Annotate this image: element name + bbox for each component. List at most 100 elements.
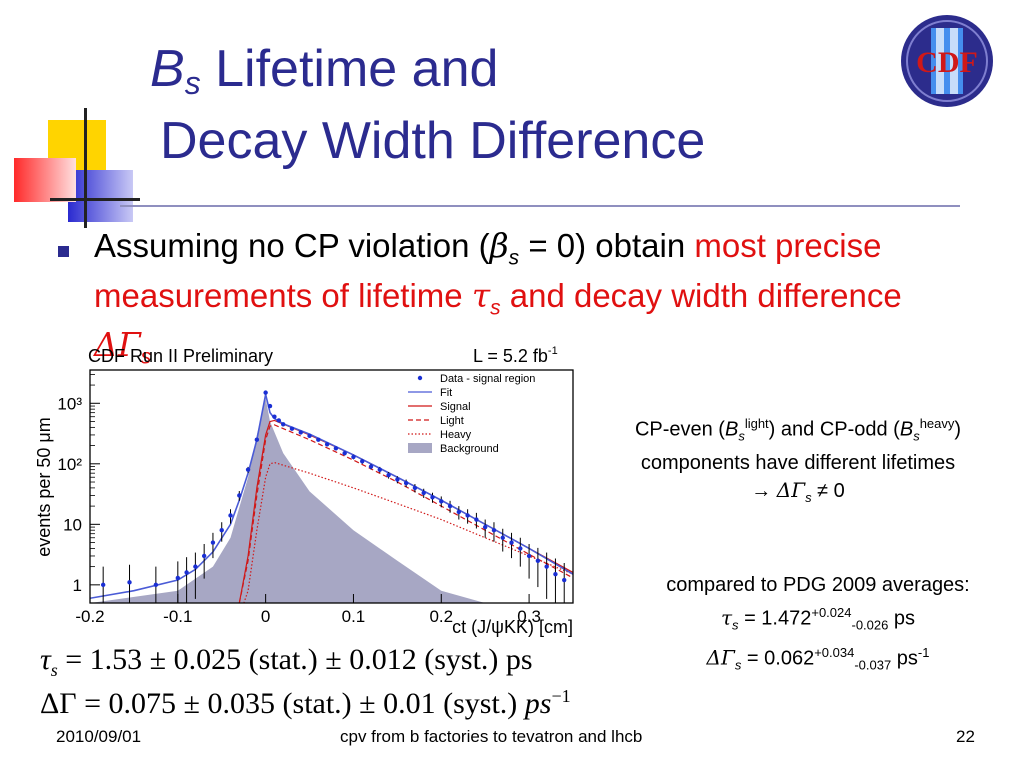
- bullet-red-a: most precise measurements of lifetime: [94, 227, 882, 314]
- data-point: [254, 437, 260, 442]
- data-point: [245, 467, 251, 472]
- equation-lifetime: τs = 1.53 ± 0.025 (stat.) ± 0.012 (syst.…: [40, 643, 533, 681]
- data-point: [368, 464, 374, 469]
- data-point: [228, 513, 233, 518]
- x-tick-label: 0.2: [429, 607, 453, 626]
- y-tick-label: 10²: [57, 455, 82, 474]
- note2-dg-line: ΔΓs = 0.062+0.034-0.037 ps-1: [610, 639, 1024, 679]
- legend-label: Light: [440, 415, 464, 427]
- heavy-curve: [243, 461, 573, 603]
- eq2-unit: ps: [524, 687, 552, 720]
- data-point: [342, 450, 347, 456]
- note2-dg-unit-sup: -1: [917, 644, 930, 660]
- data-point: [509, 540, 514, 545]
- note2-tau-line: τs = 1.472+0.024-0.026 ps: [610, 599, 1024, 639]
- x-tick-label: 0: [261, 607, 270, 626]
- y-tick-label: 1: [73, 576, 82, 595]
- footer-date: 2010/09/01: [56, 727, 142, 746]
- data-point: [518, 546, 523, 551]
- note2-dg-dn: -0.037: [854, 657, 892, 673]
- note1-line2: components have different lifetimes: [640, 451, 956, 474]
- bullet-text-a: Assuming no CP violation (: [94, 227, 490, 264]
- bullet-beta-sub: s: [508, 246, 520, 270]
- note2-line1: compared to PDG 2009 averages:: [666, 574, 970, 596]
- cdf-logo: CDF: [901, 15, 993, 107]
- note1-b2: B: [899, 418, 914, 441]
- data-point: [395, 477, 400, 482]
- legend-marker-background: [408, 443, 432, 453]
- deco-vertical-line: [84, 108, 87, 228]
- note2-tau-unit: ps: [888, 607, 916, 630]
- background-area: [90, 398, 486, 603]
- footer-page-number: 22: [956, 727, 975, 746]
- plot-ylabel: events per 50 μm: [34, 417, 54, 556]
- plot-content: [90, 390, 573, 603]
- data-point: [500, 535, 505, 540]
- data-point: [333, 446, 339, 451]
- bullet-dgamma: ΔΓ: [94, 325, 141, 365]
- note1-dg-sub: s: [805, 489, 812, 505]
- bullet-text: Assuming no CP violation (βs = 0) obtain…: [94, 227, 924, 376]
- bullet-tau: τ: [471, 275, 491, 315]
- data-point: [263, 390, 268, 395]
- note1-line3: → ΔΓs ≠ 0: [578, 477, 1018, 511]
- title-line-2: Decay Width Difference: [160, 112, 706, 170]
- data-point: [421, 490, 426, 496]
- note2-tau-val: = 1.472: [738, 607, 812, 630]
- data-point: [377, 467, 382, 472]
- bullet-tau-sub: s: [490, 296, 501, 320]
- data-point: [439, 499, 444, 504]
- data-point: [237, 493, 242, 498]
- footer-center: cpv from b factories to tevatron and lhc…: [340, 727, 643, 746]
- data-point: [562, 577, 567, 583]
- plot-legend: Data - signal region Fit Signal Light Heavy B…: [408, 373, 535, 455]
- note2-dg-val: = 0.062: [741, 647, 815, 670]
- plot-lumi-text: L = 5.2 fb: [473, 346, 548, 366]
- note1-l1c: ): [954, 418, 962, 441]
- data-point: [193, 564, 198, 569]
- plot-axes: -0.2 -0.1 0 0.1 0.2 0.3 1 10 10² 10³: [57, 374, 541, 626]
- data-point: [526, 553, 532, 559]
- data-point: [491, 527, 497, 533]
- x-tick-label: 0.3: [517, 607, 541, 626]
- plot-frame: [89, 369, 574, 604]
- data-point: [403, 480, 409, 486]
- data-point: [267, 403, 273, 409]
- note1-line1: CP-even (Bslight) and CP-odd (Bsheavy): [578, 410, 1018, 450]
- note2-tau-dn: -0.026: [851, 617, 889, 633]
- data-point: [412, 485, 418, 491]
- eq1-lhs: τ: [40, 643, 51, 676]
- data-point: [289, 426, 295, 431]
- note1-b1-sup: light: [744, 416, 769, 431]
- note2-dg-up: +0.034: [814, 644, 855, 660]
- data-point: [272, 414, 277, 419]
- note1-b2-sub: s: [913, 428, 920, 444]
- title-rule: [120, 205, 960, 207]
- note-cp-components: CP-even (Bslight) and CP-odd (Bsheavy) c…: [578, 410, 1018, 511]
- data-point: [544, 564, 549, 569]
- data-point: [386, 472, 391, 478]
- note2-dg-sub: s: [734, 657, 742, 673]
- data-point: [210, 540, 216, 545]
- data-point: [184, 570, 189, 575]
- data-point: [219, 527, 224, 533]
- data-point: [100, 582, 106, 588]
- data-point: [456, 509, 462, 515]
- note2-tau: τ: [720, 605, 733, 630]
- data-point: [127, 580, 132, 585]
- bullet-text-b: = 0) obtain: [519, 227, 695, 264]
- data-point: [324, 442, 330, 447]
- y-tick-label: 10³: [57, 394, 82, 413]
- note2-tau-up: +0.024: [811, 605, 852, 620]
- note1-b2-sup: heavy: [919, 416, 955, 431]
- legend-marker-data: [417, 375, 423, 381]
- bullet-red-b: and decay width difference: [500, 276, 902, 314]
- data-point: [316, 437, 321, 442]
- legend-label: Fit: [440, 387, 452, 399]
- data-point: [447, 503, 453, 509]
- note2-dg-unit: ps: [891, 647, 918, 670]
- title-line-1: Bs Lifetime and: [150, 40, 705, 112]
- note1-dg: ΔΓ: [776, 477, 806, 502]
- eq2-sup: −1: [551, 686, 571, 706]
- title-text-1: Lifetime and: [215, 40, 499, 98]
